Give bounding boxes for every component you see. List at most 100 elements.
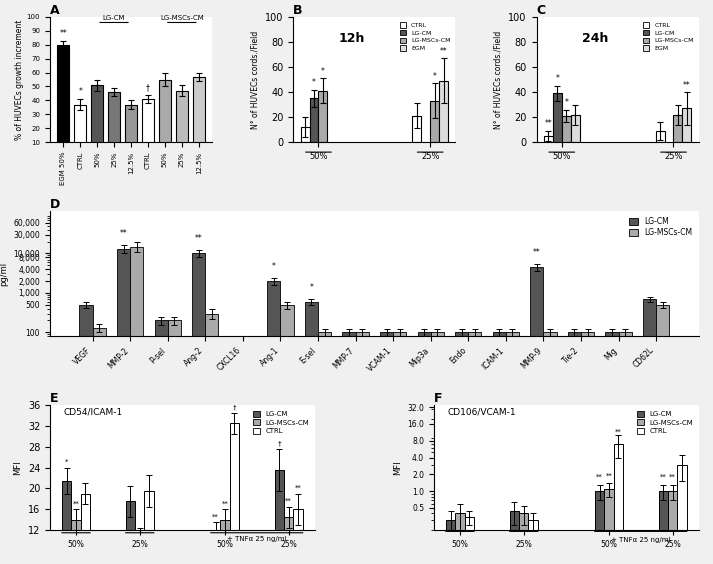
Y-axis label: N° of HUVECs cords./Field: N° of HUVECs cords./Field [494, 30, 503, 129]
Bar [342, 332, 356, 564]
Bar [656, 305, 670, 564]
Text: *: * [321, 67, 325, 76]
Text: **: ** [683, 81, 691, 90]
Y-axis label: N° of HUVECs cords./Field: N° of HUVECs cords./Field [250, 30, 260, 129]
Text: *: * [309, 283, 313, 292]
Bar [674, 114, 682, 142]
Text: *: * [555, 74, 559, 83]
Bar [71, 520, 81, 564]
Text: F: F [434, 392, 442, 405]
Bar [506, 332, 519, 564]
Bar [605, 332, 619, 564]
Bar [280, 305, 294, 564]
Bar [668, 491, 677, 564]
Y-axis label: MFI: MFI [393, 460, 401, 475]
Bar [211, 530, 220, 564]
Text: **: ** [596, 474, 603, 480]
Legend: LG-CM, LG-MSCs-CM: LG-CM, LG-MSCs-CM [627, 215, 695, 240]
Bar [570, 114, 580, 142]
Text: LG-MSCs-CM: LG-MSCs-CM [160, 15, 204, 21]
Text: CD106/VCAM-1: CD106/VCAM-1 [447, 408, 515, 417]
Bar [456, 513, 465, 564]
Text: **: ** [212, 514, 219, 520]
Text: **: ** [73, 501, 79, 506]
Bar [117, 249, 130, 564]
Bar [595, 491, 604, 564]
Text: B: B [293, 4, 303, 17]
Bar [530, 267, 543, 564]
Bar [493, 332, 506, 564]
Bar [142, 99, 154, 156]
Bar [619, 332, 632, 564]
Bar [519, 513, 528, 564]
Text: E: E [50, 392, 58, 405]
Legend: CTRL, LG-CM, LG-MSCs-CM, EGM: CTRL, LG-CM, LG-MSCs-CM, EGM [398, 20, 452, 53]
Text: **: ** [222, 501, 228, 506]
Bar [275, 470, 284, 564]
Bar [309, 98, 319, 142]
Bar [135, 535, 145, 564]
Text: **: ** [294, 485, 302, 491]
Text: D: D [50, 198, 60, 211]
Bar [319, 91, 327, 142]
Bar [682, 108, 692, 142]
Bar [604, 489, 614, 564]
Text: *: * [312, 78, 316, 87]
Bar [145, 491, 154, 564]
Bar [468, 332, 481, 564]
Legend: CTRL, LG-CM, LG-MSCs-CM, EGM: CTRL, LG-CM, LG-MSCs-CM, EGM [641, 20, 696, 53]
Text: CD54/ICAM-1: CD54/ICAM-1 [63, 408, 123, 417]
Bar [243, 348, 256, 564]
Text: **: ** [59, 29, 67, 38]
Bar [267, 281, 280, 564]
Bar [380, 332, 393, 564]
Bar [159, 80, 171, 156]
Bar [176, 91, 188, 156]
Text: *: * [272, 262, 276, 271]
Bar [74, 104, 86, 156]
Bar [510, 510, 519, 564]
Bar [356, 332, 369, 564]
Y-axis label: % of HUVECs growth increment: % of HUVECs growth increment [15, 19, 24, 140]
Bar [62, 481, 71, 564]
Bar [465, 517, 474, 564]
Bar [568, 332, 581, 564]
Text: 12h: 12h [339, 32, 365, 45]
Bar [656, 131, 665, 142]
Text: †: † [277, 440, 281, 447]
Text: + TNFα 25 ng/ml: + TNFα 25 ng/ml [227, 536, 287, 543]
Bar [301, 127, 309, 142]
Bar [553, 93, 562, 142]
Text: C: C [536, 4, 545, 17]
Text: *: * [433, 72, 436, 81]
Text: **: ** [285, 498, 292, 504]
Bar [431, 332, 443, 564]
Text: **: ** [670, 474, 676, 480]
Text: **: ** [660, 474, 667, 480]
Text: *: * [65, 459, 68, 465]
Bar [168, 320, 181, 564]
Text: + TNFα 25 ng/ml: + TNFα 25 ng/ml [611, 537, 670, 543]
Text: †: † [146, 83, 150, 92]
Text: **: ** [545, 120, 553, 129]
Text: **: ** [195, 235, 202, 244]
Bar [155, 320, 168, 564]
Text: **: ** [615, 429, 622, 435]
Bar [305, 302, 318, 564]
Bar [659, 491, 668, 564]
Bar [562, 116, 570, 142]
Text: **: ** [120, 230, 128, 239]
Bar [293, 509, 303, 564]
Bar [412, 116, 421, 142]
Bar [318, 332, 331, 564]
Bar [130, 246, 143, 564]
Y-axis label: MFI: MFI [14, 460, 22, 475]
Text: *: * [564, 98, 568, 107]
Bar [528, 521, 538, 564]
Bar [230, 353, 243, 564]
Bar [439, 81, 448, 142]
Bar [230, 423, 239, 564]
Text: **: ** [440, 47, 448, 56]
Bar [393, 332, 406, 564]
Bar [57, 45, 69, 156]
